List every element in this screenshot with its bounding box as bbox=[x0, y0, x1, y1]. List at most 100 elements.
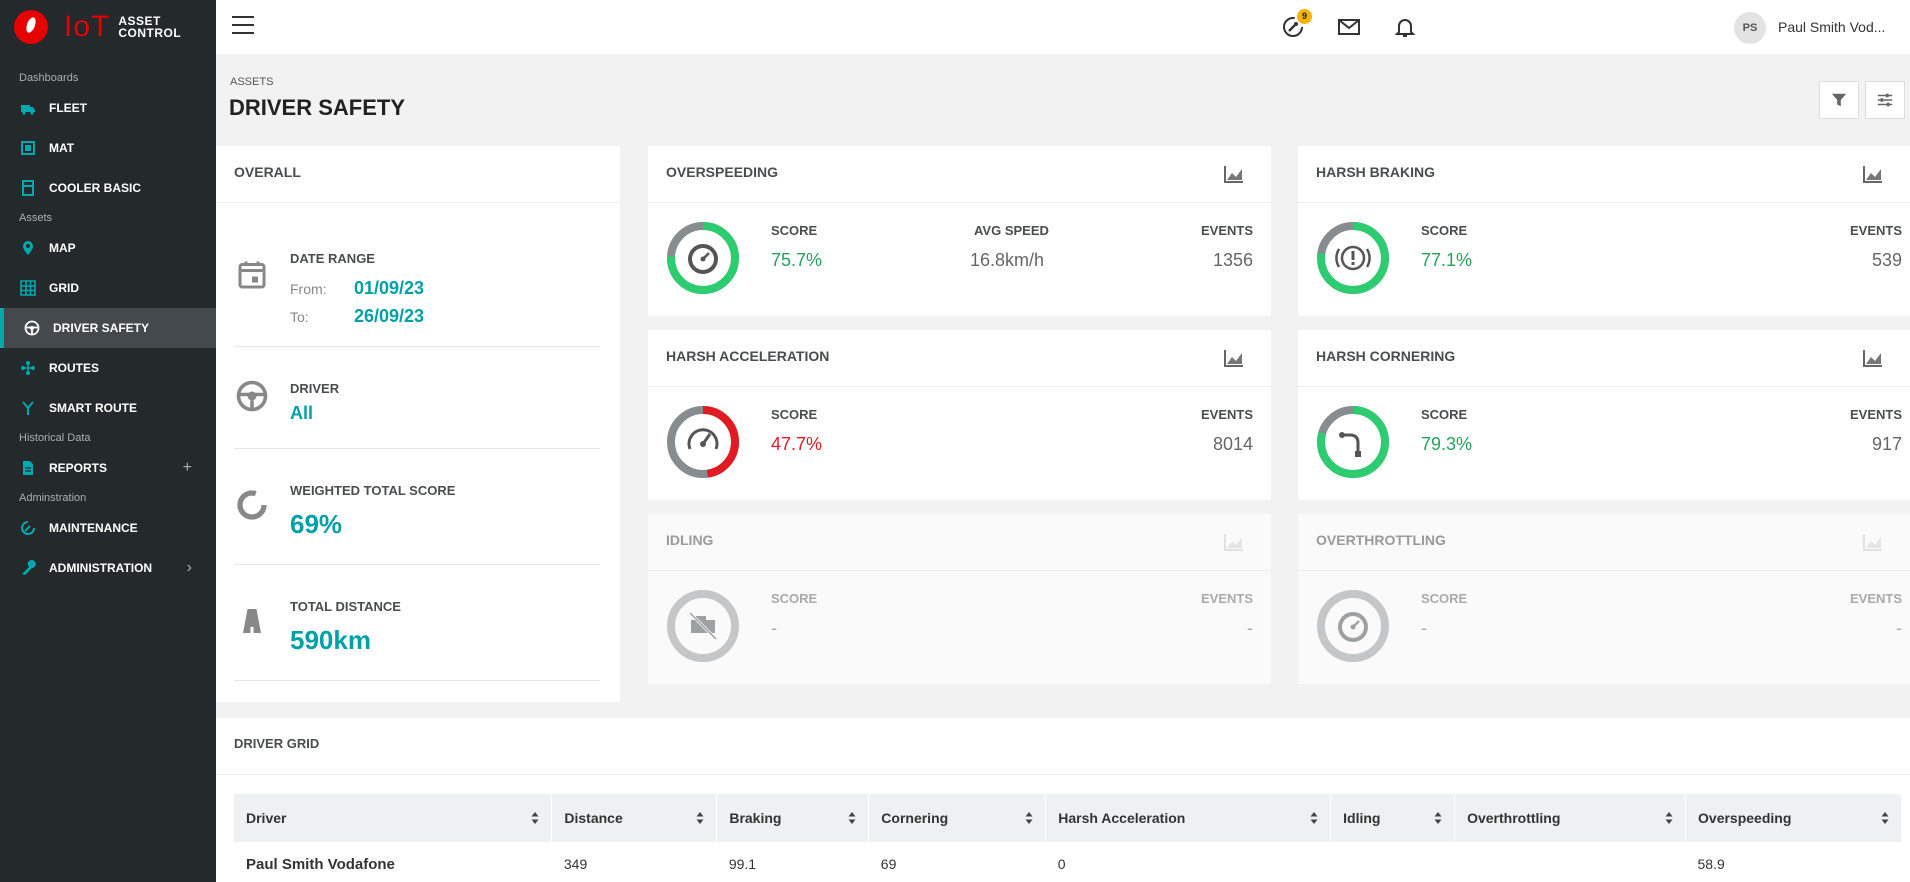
overspeeding-card[interactable]: OVERSPEEDING SCORE 75.7% AVG SPEED 16.8k… bbox=[648, 146, 1271, 316]
vodafone-logo-icon bbox=[14, 10, 48, 44]
harsh-acceleration-score-ring bbox=[667, 406, 739, 478]
road-icon bbox=[243, 609, 261, 633]
breadcrumb[interactable]: ASSETS bbox=[230, 76, 274, 88]
chevron-right-icon[interactable]: › bbox=[186, 559, 192, 576]
column-header-overspeeding[interactable]: Overspeeding bbox=[1685, 794, 1902, 842]
table-header-row: Driver Distance Braking Cornering Harsh Acce… bbox=[234, 794, 1902, 842]
harsh-cornering-card[interactable]: HARSH CORNERING SCORE 79.3% EVENTS 917 bbox=[1298, 330, 1910, 500]
sort-icon[interactable] bbox=[848, 811, 856, 825]
overthrottling-card: OVERTHROTTLING SCORE - EVENTS - bbox=[1298, 514, 1910, 684]
sidebar-item-driver-safety[interactable]: DRIVER SAFETY bbox=[0, 308, 216, 348]
trend-chart-icon[interactable] bbox=[1223, 164, 1245, 184]
maintenance-icon bbox=[20, 520, 36, 536]
sort-icon[interactable] bbox=[1310, 811, 1318, 825]
username[interactable]: Paul Smith Vod... bbox=[1778, 19, 1886, 35]
table-cell: 349 bbox=[563, 856, 588, 872]
sidebar-item-grid[interactable]: GRID bbox=[0, 268, 216, 308]
settings-sliders-button[interactable] bbox=[1865, 81, 1905, 119]
driver-value: All bbox=[290, 403, 314, 423]
harsh-braking-card[interactable]: HARSH BRAKING SCORE 77.1% EVENTS 539 bbox=[1298, 146, 1910, 316]
sort-icon[interactable] bbox=[531, 811, 539, 825]
harsh-acceleration-card[interactable]: HARSH ACCELERATION SCORE 47.7% EVENTS 80… bbox=[648, 330, 1271, 500]
accelerometer-icon bbox=[687, 428, 719, 450]
sort-icon[interactable] bbox=[1434, 811, 1442, 825]
routes-icon bbox=[20, 360, 36, 376]
column-header-cornering[interactable]: Cornering bbox=[868, 794, 1047, 842]
sidebar-item-label: ROUTES bbox=[49, 361, 100, 375]
divider bbox=[1298, 386, 1910, 387]
sort-icon[interactable] bbox=[1665, 811, 1673, 825]
trend-chart-icon[interactable] bbox=[1223, 348, 1245, 368]
trend-chart-icon bbox=[1224, 534, 1243, 551]
sidebar-item-routes[interactable]: ROUTES bbox=[0, 348, 216, 388]
column-header-idling[interactable]: Idling bbox=[1330, 794, 1456, 842]
harsh-braking-score-label: SCORE bbox=[1421, 223, 1468, 238]
brake-warning-icon bbox=[1335, 245, 1371, 271]
sidebar-item-label: MAINTENANCE bbox=[49, 521, 138, 535]
sort-icon[interactable] bbox=[696, 811, 704, 825]
brand-logo[interactable]: IoT ASSET CONTROL bbox=[0, 0, 216, 54]
column-header-distance[interactable]: Distance bbox=[551, 794, 718, 842]
weighted-score-value: 69% bbox=[290, 509, 343, 539]
column-header-braking[interactable]: Braking bbox=[716, 794, 870, 842]
table-body: Paul Smith Vodafone 349 99.1 69 0 58.9 bbox=[234, 842, 1902, 882]
divider bbox=[1298, 570, 1910, 571]
sidebar-item-label: DRIVER SAFETY bbox=[53, 321, 150, 335]
donut-chart-icon bbox=[237, 490, 267, 520]
sort-icon[interactable] bbox=[1025, 811, 1033, 825]
harsh-cornering-title: HARSH CORNERING bbox=[1316, 348, 1456, 364]
sidebar-item-administration[interactable]: ADMINISTRATION › bbox=[0, 548, 216, 588]
idling-score-value: - bbox=[771, 618, 777, 638]
harsh-acceleration-events-value: 8014 bbox=[1212, 434, 1253, 454]
table-cell bbox=[1331, 842, 1455, 882]
top-bar: 9 PS Paul Smith Vod... bbox=[216, 0, 1910, 54]
trend-chart-icon bbox=[1863, 534, 1882, 551]
sidebar-item-map[interactable]: MAP bbox=[0, 228, 216, 268]
column-header-harsh-acceleration[interactable]: Harsh Acceleration bbox=[1045, 794, 1332, 842]
total-distance-value: 590km bbox=[290, 625, 371, 655]
harsh-braking-score-value: 77.1% bbox=[1421, 250, 1473, 270]
sidebar-item-smart-route[interactable]: SMART ROUTE bbox=[0, 388, 216, 428]
driver-grid-title: DRIVER GRID bbox=[234, 736, 320, 751]
harsh-braking-score-ring bbox=[1317, 222, 1389, 294]
calendar-icon bbox=[238, 261, 266, 289]
overthrottling-score-value: - bbox=[1421, 618, 1427, 638]
harsh-acceleration-score-label: SCORE bbox=[771, 407, 818, 422]
sidebar-item-mat[interactable]: MAT bbox=[0, 128, 216, 168]
to-label: To: bbox=[290, 309, 309, 325]
table-cell: 0 bbox=[1057, 856, 1066, 872]
alerts-button[interactable] bbox=[1392, 14, 1418, 40]
sidebar-item-cooler-basic[interactable]: COOLER BASIC bbox=[0, 168, 216, 208]
sidebar-item-reports[interactable]: REPORTS + bbox=[0, 448, 216, 488]
messages-button[interactable] bbox=[1336, 14, 1362, 40]
truck-icon bbox=[20, 100, 36, 116]
sidebar-item-maintenance[interactable]: MAINTENANCE bbox=[0, 508, 216, 548]
overthrottling-score-ring bbox=[1317, 590, 1389, 662]
driver-label: DRIVER bbox=[290, 381, 340, 396]
sidebar-item-label: COOLER BASIC bbox=[49, 181, 142, 195]
driver-row[interactable]: DRIVER All bbox=[234, 347, 600, 449]
date-range-row[interactable]: DATE RANGE From: 01/09/23 To: 26/09/23 bbox=[234, 203, 600, 347]
from-label: From: bbox=[290, 281, 327, 297]
filter-button[interactable] bbox=[1819, 81, 1859, 119]
driver-grid-table: Driver Distance Braking Cornering Harsh Acce… bbox=[234, 794, 1902, 882]
bell-icon bbox=[1394, 19, 1416, 37]
sidebar-item-fleet[interactable]: FLEET bbox=[0, 88, 216, 128]
trend-chart-icon[interactable] bbox=[1862, 164, 1884, 184]
trend-chart-icon[interactable] bbox=[1862, 348, 1884, 368]
report-icon bbox=[20, 460, 36, 476]
expand-plus-icon[interactable]: + bbox=[182, 459, 192, 476]
smart-route-icon bbox=[20, 400, 36, 416]
total-distance-row: TOTAL DISTANCE 590km bbox=[234, 565, 600, 681]
driver-grid-card: DRIVER GRID Driver Distance Braking Corneri… bbox=[216, 718, 1910, 882]
column-header-driver[interactable]: Driver bbox=[234, 794, 553, 842]
table-row[interactable]: Paul Smith Vodafone 349 99.1 69 0 58.9 bbox=[234, 842, 1902, 882]
sort-icon[interactable] bbox=[1881, 811, 1889, 825]
notifications-tools-button[interactable]: 9 bbox=[1280, 9, 1312, 40]
menu-toggle-icon[interactable] bbox=[232, 16, 254, 34]
column-header-overthrottling[interactable]: Overthrottling bbox=[1454, 794, 1687, 842]
avatar[interactable]: PS bbox=[1734, 12, 1766, 44]
idling-events-label: EVENTS bbox=[1200, 591, 1253, 606]
nav-section-label: Dashboards bbox=[19, 72, 79, 84]
harsh-cornering-score-value: 79.3% bbox=[1421, 434, 1473, 454]
